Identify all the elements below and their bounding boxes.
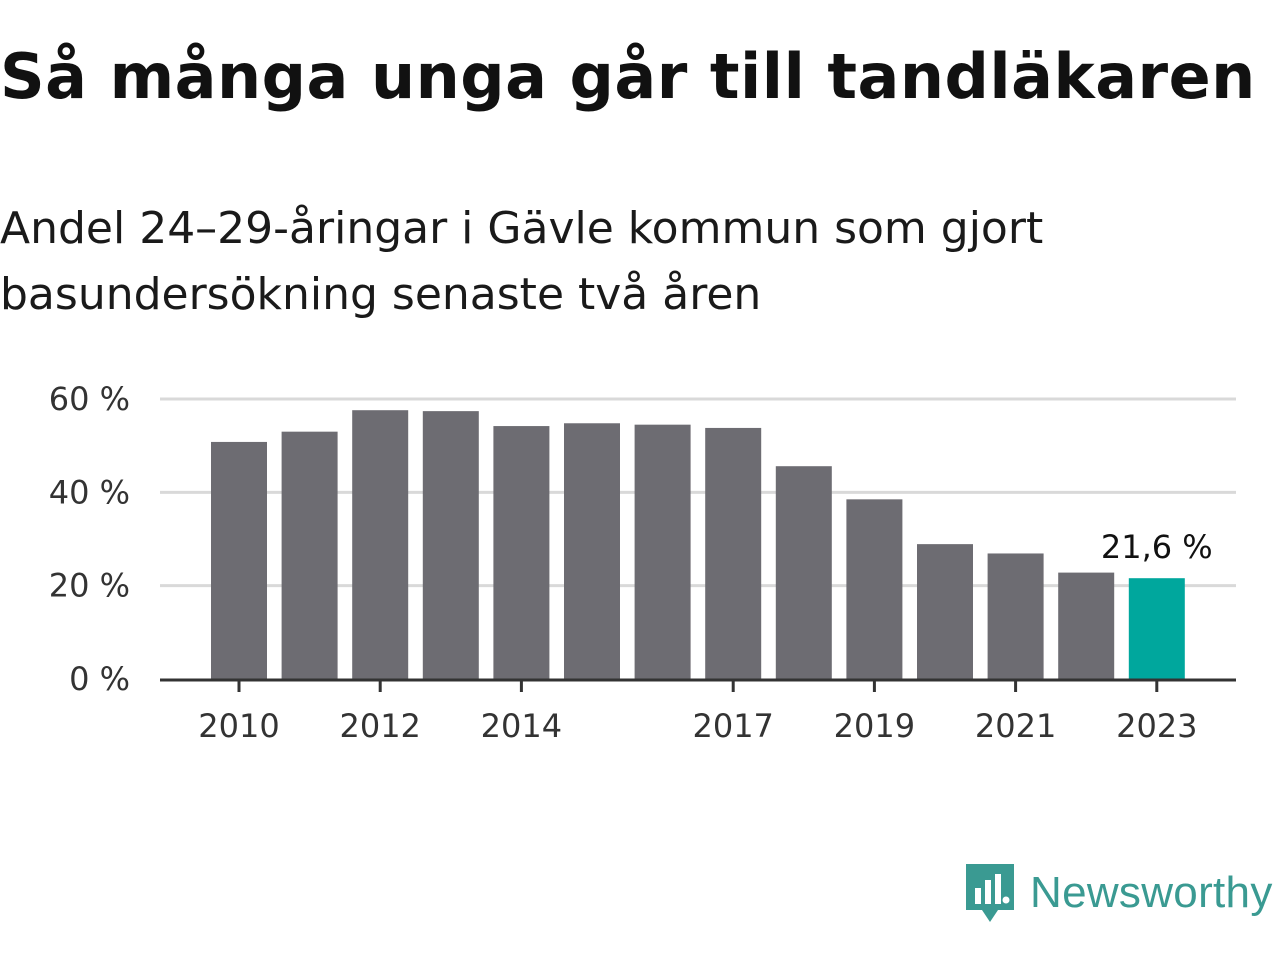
bar-2015 — [564, 423, 620, 679]
bar-2022 — [1058, 572, 1115, 679]
chart-title: Så många unga går till tandläkaren — [0, 40, 1256, 113]
bar-2011 — [281, 431, 338, 679]
y-tick-label: 0 % — [69, 660, 130, 698]
data-label-2023: 21,6 % — [1101, 528, 1213, 566]
bar-2020 — [917, 544, 973, 679]
x-tick-label: 2014 — [481, 707, 562, 745]
x-tick-label: 2019 — [834, 707, 915, 745]
bar-chart: 0 % 20 % 40 % 60 % 2010 2012 2014 2017 2019 2021 2… — [49, 380, 1236, 745]
bar-2019 — [846, 499, 903, 679]
x-tick-label: 2023 — [1116, 707, 1197, 745]
bar-2014 — [493, 426, 550, 679]
bar-2017 — [705, 427, 762, 679]
newsworthy-logo-icon — [966, 864, 1014, 922]
bar-2021 — [987, 553, 1044, 679]
bar-2023 — [1128, 578, 1185, 679]
newsworthy-logo: Newsworthy — [964, 862, 1273, 924]
bar-2012 — [352, 410, 409, 679]
y-tick-label: 20 % — [49, 567, 130, 605]
bar-2016 — [634, 424, 691, 679]
y-tick-label: 40 % — [49, 473, 130, 511]
bar-2010 — [211, 441, 267, 679]
x-tick-label: 2012 — [339, 707, 420, 745]
brand-name: Newsworthy — [1030, 868, 1273, 917]
bar-2018 — [775, 466, 832, 679]
bar-2013 — [422, 411, 479, 679]
x-tick-label: 2017 — [692, 707, 773, 745]
x-tick-label: 2010 — [198, 707, 279, 745]
chart-subtitle: Andel 24–29-åringar i Gävle kommun som g… — [0, 203, 1044, 320]
x-tick-label: 2021 — [975, 707, 1056, 745]
y-tick-label: 60 % — [49, 380, 130, 418]
